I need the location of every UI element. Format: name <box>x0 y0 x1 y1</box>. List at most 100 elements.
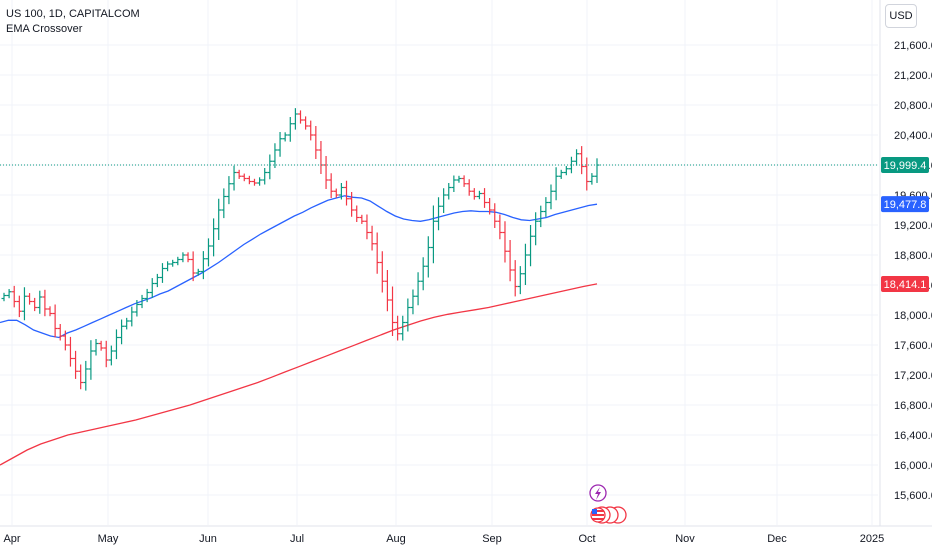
ema-slow-label: 18,414.1 <box>881 275 929 292</box>
ohlc-bar <box>170 259 176 267</box>
ohlc-bar <box>522 243 528 285</box>
ohlc-bar <box>262 168 268 185</box>
indicator-name[interactable]: EMA Crossover <box>6 23 83 35</box>
ohlc-bar <box>211 218 217 257</box>
ohlc-bar <box>37 290 43 314</box>
ema-slow-line <box>0 283 598 466</box>
ohlc-bar <box>88 340 94 380</box>
ohlc-bar <box>517 266 523 295</box>
ema-fast-line <box>0 195 598 339</box>
ohlc-bar <box>574 149 580 166</box>
ohlc-bar <box>492 203 498 228</box>
ohlc-bar <box>533 212 539 246</box>
y-tick-label: 17,200.0 <box>894 370 932 382</box>
ohlc-bar <box>548 184 554 210</box>
y-tick-label: 16,000.0 <box>894 460 932 472</box>
ohlc-bar <box>359 214 365 224</box>
ohlc-bar <box>328 173 334 198</box>
ohlc-bar <box>32 297 38 312</box>
ohlc-bar <box>415 272 421 306</box>
ohlc-bar <box>93 339 99 356</box>
ohlc-bar <box>124 317 130 330</box>
ohlc-bar <box>318 141 324 174</box>
currency-button[interactable]: USD <box>885 4 917 28</box>
ohlc-bar <box>1 292 7 302</box>
ohlc-bar <box>83 360 89 391</box>
y-tick-label: 19,200.0 <box>894 220 932 232</box>
ohlc-bar <box>134 300 140 317</box>
ohlc-bar <box>568 156 574 174</box>
ohlc-bar <box>246 175 252 185</box>
ohlc-bar <box>487 198 493 215</box>
y-tick-label: 16,400.0 <box>894 430 932 442</box>
ohlc-bar <box>298 110 303 124</box>
ohlc-bar <box>42 289 48 317</box>
ohlc-bar <box>180 252 186 263</box>
ohlc-bar <box>73 350 79 379</box>
ohlc-bar <box>47 306 53 317</box>
ohlc-bar <box>476 190 482 200</box>
ohlc-bar <box>384 270 390 312</box>
flag-stripe <box>592 518 604 520</box>
last-price-label-bg <box>881 157 929 174</box>
ohlc-bar <box>436 197 442 231</box>
ohlc-bar <box>272 143 278 168</box>
ohlc-bar <box>303 116 309 130</box>
ohlc-bar <box>594 158 600 183</box>
ema-fast-polyline <box>0 195 598 339</box>
ohlc-bar <box>154 273 160 288</box>
lightning-bolt <box>595 487 601 500</box>
ohlc-bar <box>78 364 84 390</box>
ohlc-bar <box>190 251 196 282</box>
y-tick-label: 17,600.0 <box>894 340 932 352</box>
ema-fast-label-bg <box>881 196 929 213</box>
flag-canton <box>592 509 597 514</box>
ohlc-bar <box>369 225 375 251</box>
flag-stripe <box>592 514 604 516</box>
ohlc-bar <box>277 132 283 157</box>
ohlc-bar <box>139 294 145 309</box>
ohlc-bar <box>21 287 27 321</box>
ohlc-bar <box>420 257 426 291</box>
ohlc-bar <box>374 232 380 274</box>
y-tick-label: 21,600.0 <box>894 40 932 52</box>
last-price-label-text: 19,999.4 <box>884 160 927 172</box>
ohlc-bar <box>466 179 472 196</box>
ohlc-bar <box>512 260 518 297</box>
ohlc-bar <box>159 263 165 283</box>
x-tick-label: Dec <box>767 533 787 545</box>
ohlc-bar <box>27 293 33 305</box>
ohlc-bar <box>16 295 22 318</box>
ohlc-bar <box>313 126 319 159</box>
ohlc-bar <box>584 157 590 191</box>
ohlc-bar <box>119 319 125 345</box>
ohlc-bar <box>395 315 401 341</box>
ohlc-bar <box>231 165 237 191</box>
ohlc-bar <box>267 154 273 180</box>
ohlc-bar <box>149 278 155 298</box>
ohlc-bar <box>52 304 58 338</box>
ohlc-bar <box>430 205 436 264</box>
ohlc-bar <box>451 175 457 192</box>
y-tick-label: 21,200.0 <box>894 70 932 82</box>
ema-fast-label: 19,477.8 <box>881 196 929 213</box>
ohlc-bar <box>175 256 181 266</box>
symbol-title[interactable]: US 100, 1D, CAPITALCOM <box>6 8 140 20</box>
ohlc-bar <box>185 252 191 263</box>
ohlc-bar <box>507 240 513 282</box>
x-tick-label: Nov <box>675 533 695 545</box>
ohlc-bar <box>497 214 503 240</box>
ohlc-bar <box>563 166 569 176</box>
ohlc-bar <box>364 214 370 240</box>
ohlc-bar <box>323 156 329 189</box>
price-axis[interactable]: 21,600.021,200.020,800.020,400.020,000.0… <box>879 0 932 526</box>
ohlc-bar <box>405 298 411 332</box>
ohlc-bar <box>144 288 150 303</box>
ohlc-bar <box>67 336 73 367</box>
ohlc-bar <box>113 329 119 360</box>
ohlc-bar <box>410 289 416 315</box>
time-axis[interactable]: Apr May Jun Jul Aug Sep Oct Nov Dec 2025 <box>0 525 932 545</box>
event-markers[interactable] <box>589 484 627 524</box>
y-tick-label: 20,800.0 <box>894 100 932 112</box>
